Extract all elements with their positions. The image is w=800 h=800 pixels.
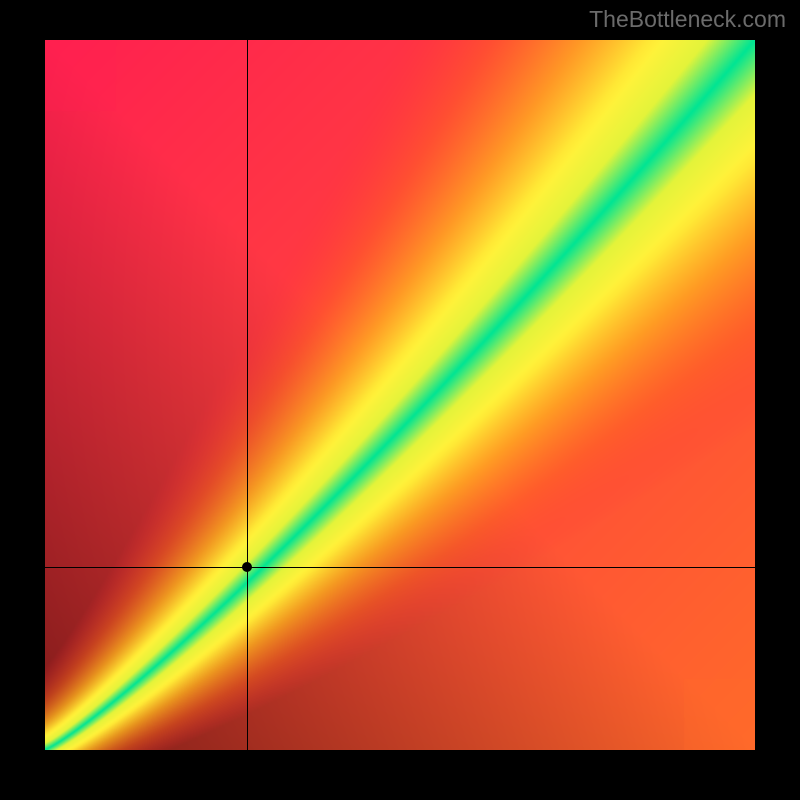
marker-point [242,562,252,572]
heatmap-canvas [45,40,755,750]
plot-area [45,40,755,750]
watermark-text: TheBottleneck.com [589,6,786,33]
crosshair-horizontal [45,567,755,568]
crosshair-vertical [247,40,248,750]
